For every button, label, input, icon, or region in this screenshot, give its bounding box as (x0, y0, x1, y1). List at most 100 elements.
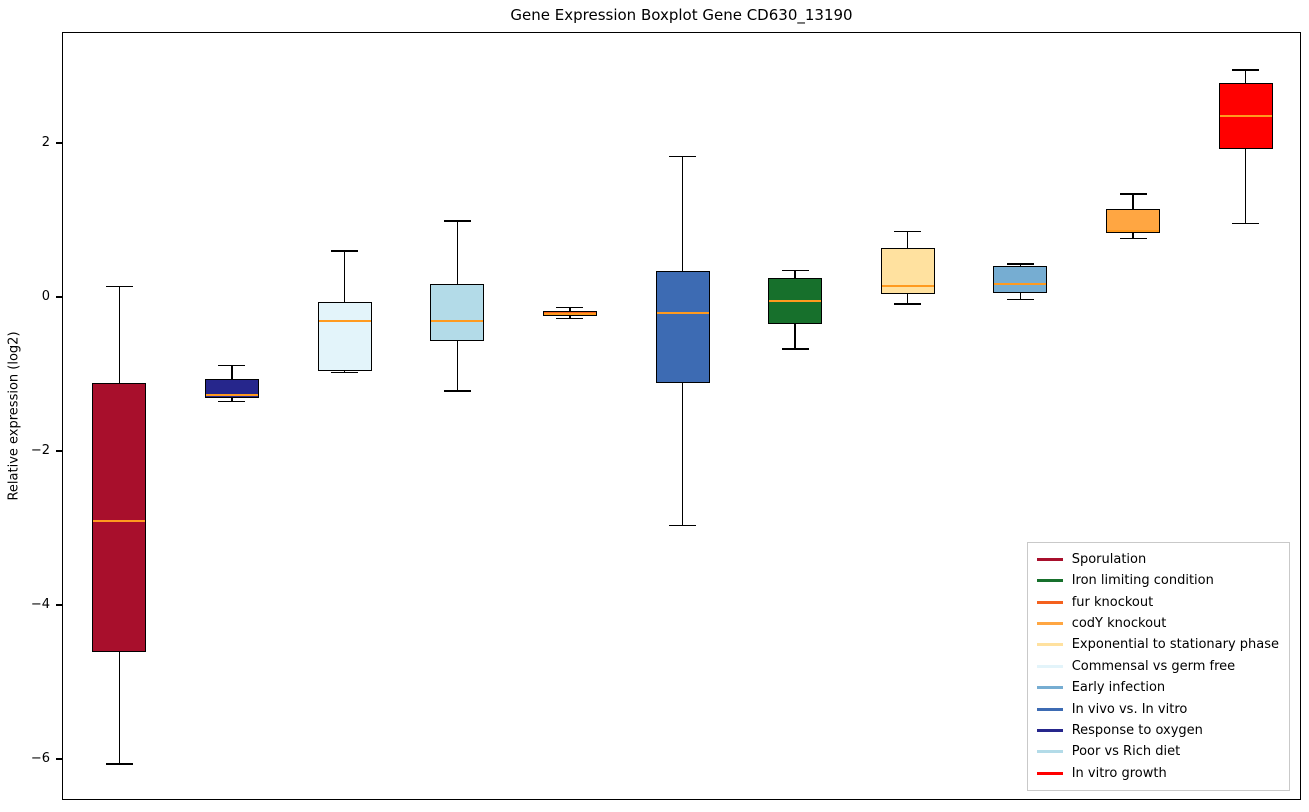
whisker-cap-lower (669, 524, 696, 526)
legend-swatch (1036, 729, 1063, 733)
median-line (1107, 229, 1160, 232)
whisker-cap-lower (105, 763, 133, 765)
whisker-lower (907, 294, 909, 305)
chart-title: Gene Expression Boxplot Gene CD630_13190 (510, 6, 853, 24)
whisker-upper (681, 156, 684, 271)
y-tick-label: 0 (41, 288, 50, 304)
whisker-lower (794, 324, 796, 349)
whisker-upper (1132, 193, 1134, 209)
box-1 (204, 378, 259, 399)
whisker-cap-lower (894, 303, 922, 305)
legend-item: Poor vs Rich diet (1036, 741, 1279, 762)
whisker-upper (231, 365, 233, 379)
legend-label: Iron limiting condition (1071, 573, 1214, 589)
legend-label: fur knockout (1071, 594, 1154, 610)
box-7 (880, 247, 935, 295)
y-tick-mark (56, 142, 62, 144)
y-tick-mark (56, 758, 62, 760)
median-line (1219, 115, 1272, 118)
box-2 (317, 301, 372, 372)
whisker-lower (118, 652, 120, 765)
legend-item: codY knockout (1036, 613, 1279, 634)
whisker-lower (1019, 293, 1022, 300)
legend-swatch (1036, 750, 1063, 754)
legend-swatch (1036, 557, 1063, 561)
whisker-cap-upper (894, 231, 922, 233)
legend-item: Commensal vs germ free (1036, 656, 1279, 677)
y-tick-label: −2 (30, 443, 50, 459)
box-5 (655, 271, 710, 383)
y-tick-label: −4 (30, 597, 50, 613)
whisker-upper (569, 307, 571, 312)
legend-label: Early infection (1071, 680, 1166, 696)
whisker-lower (1132, 233, 1134, 239)
legend-item: Iron limiting condition (1036, 570, 1279, 591)
whisker-cap-lower (443, 390, 471, 392)
legend-label: Commensal vs germ free (1071, 658, 1236, 674)
box-3 (430, 284, 485, 342)
whisker-lower (343, 371, 346, 373)
whisker-lower (456, 341, 458, 392)
y-tick-mark (56, 296, 62, 298)
whisker-upper (907, 231, 909, 248)
box-0 (92, 382, 147, 653)
legend-item: Exponential to stationary phase (1036, 634, 1279, 655)
legend-swatch (1036, 643, 1063, 647)
whisker-lower (681, 382, 684, 526)
median-line (656, 311, 709, 314)
median-line (994, 283, 1047, 286)
whisker-cap-lower (1232, 222, 1260, 224)
whisker-upper (794, 270, 796, 278)
whisker-upper (1244, 69, 1247, 84)
y-tick-mark (56, 450, 62, 452)
whisker-upper (456, 220, 458, 285)
legend-label: Response to oxygen (1071, 723, 1203, 739)
legend-swatch (1036, 600, 1063, 604)
legend-item: Early infection (1036, 677, 1279, 698)
legend-swatch (1036, 686, 1063, 690)
whisker-lower (569, 316, 571, 319)
legend-swatch (1036, 664, 1063, 668)
whisker-cap-upper (781, 269, 809, 271)
legend-item: In vivo vs. In vitro (1036, 698, 1279, 719)
box-8 (993, 265, 1048, 294)
legend-label: Exponential to stationary phase (1071, 637, 1279, 653)
whisker-cap-upper (105, 285, 133, 288)
median-line (205, 394, 258, 397)
legend-label: In vivo vs. In vitro (1071, 701, 1188, 717)
whisker-cap-upper (669, 155, 696, 157)
legend-item: Response to oxygen (1036, 720, 1279, 741)
whisker-lower (1244, 149, 1247, 224)
legend-swatch (1036, 579, 1063, 583)
whisker-cap-lower (781, 348, 809, 350)
whisker-cap-lower (556, 318, 584, 320)
legend-item: fur knockout (1036, 591, 1279, 612)
whisker-cap-upper (1232, 69, 1260, 71)
whisker-lower (231, 398, 233, 402)
median-line (318, 320, 371, 323)
whisker-cap-upper (1119, 193, 1147, 195)
legend-swatch (1036, 622, 1063, 626)
legend-label: Poor vs Rich diet (1071, 744, 1181, 760)
y-tick-label: −6 (30, 751, 50, 767)
median-line (431, 320, 484, 323)
whisker-cap-lower (1119, 237, 1147, 240)
whisker-cap-lower (218, 400, 246, 402)
median-line (881, 284, 934, 287)
legend-item: Sporulation (1036, 549, 1279, 570)
legend-label: Sporulation (1071, 551, 1147, 567)
plot-area: Sporulation Iron limiting condition fur kn… (62, 32, 1301, 800)
whisker-cap-upper (556, 306, 584, 308)
median-line (93, 520, 146, 523)
whisker-upper (118, 286, 120, 383)
legend-swatch (1036, 771, 1063, 775)
y-tick-mark (56, 604, 62, 606)
whisker-upper (1019, 264, 1022, 266)
box-9 (1106, 208, 1161, 234)
legend-swatch (1036, 707, 1063, 711)
whisker-cap-upper (331, 250, 359, 252)
y-axis-label: Relative expression (log2) (6, 331, 22, 501)
whisker-cap-upper (218, 365, 246, 367)
whisker-upper (343, 250, 346, 302)
legend: Sporulation Iron limiting condition fur kn… (1026, 541, 1290, 791)
